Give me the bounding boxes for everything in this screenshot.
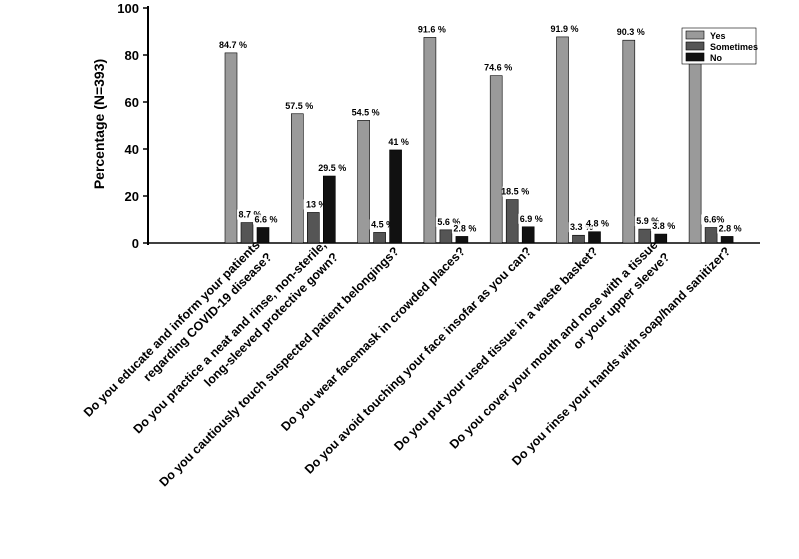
data-label-no-4: 2.8 % [453,223,476,233]
x-category-label-line: Do you avoid touching your face insofar … [302,244,534,476]
bar-yes-4 [423,37,437,244]
bar-sometimes-7 [638,228,652,244]
data-label-sometimes-6: 3.3 % [570,222,593,232]
bar-sometimes-4 [439,229,453,244]
bar-yes-5 [489,75,503,244]
data-label-bg [435,216,462,227]
data-label-bg [237,209,263,220]
data-label-bg [286,100,313,111]
legend-swatch-yes [685,30,705,40]
data-label-yes-7: 90.3 % [617,27,645,37]
data-label-bg [319,163,346,174]
bar-sometimes-2 [306,212,320,244]
data-label-sometimes-3: 4.5 % [371,219,394,229]
bar-no-1 [256,227,270,244]
data-label-sometimes-8: 6.6% [704,214,725,224]
data-label-sometimes-1: 8.7 % [238,210,261,220]
y-tick-label: 40 [125,142,139,157]
x-category-label-7: Do you cover your mouth and nose with a … [447,238,673,464]
data-label-bg [352,107,379,118]
plot-area: 0 20 40 60 80 100 84.7 % 8.7 %6.6 % 57.5 % 13 % 29… [81,1,760,489]
data-label-yes-1: 84.7 % [219,40,247,50]
bar-sometimes-5 [505,199,519,244]
legend-swatch-no [685,52,705,62]
data-label-yes-4: 91.6 % [418,24,446,34]
data-label-bg [701,214,728,225]
data-label-bg [451,223,478,234]
y-tick-label: 0 [132,236,139,251]
bar-no-8 [720,236,734,244]
data-label-bg [418,24,445,35]
data-label-bg [502,186,529,197]
data-label-bg [568,222,595,233]
bar-sometimes-3 [373,232,386,244]
bar-no-2 [322,175,336,244]
data-label-bg [584,218,611,229]
data-label-bg [385,136,412,147]
data-label-bg [303,199,330,210]
y-tick-label: 20 [125,189,139,204]
bar-sometimes-6 [572,234,585,244]
data-label-yes-6: 91.9 % [550,24,578,34]
x-category-label-5: Do you avoid touching your face insofar … [302,244,534,476]
data-label-no-2: 29.5 % [318,163,346,173]
y-tick-label: 80 [125,48,139,63]
bar-yes-6 [556,36,569,244]
bar-no-3 [389,149,402,244]
data-label-bg [650,221,677,232]
data-label-bg [369,219,396,230]
data-label-sometimes-5: 18.5 % [501,187,529,197]
data-label-sometimes-2: 13 % [306,199,327,209]
bar-sometimes-1 [240,222,254,244]
data-label-bg [518,213,545,224]
bar-no-4 [455,236,469,244]
legend-label-sometimes: Sometimes [710,42,758,52]
data-label-no-7: 3.8 % [652,221,675,231]
y-tick-label: 60 [125,95,139,110]
bar-sometimes-8 [704,227,718,244]
bar-no-5 [521,226,535,244]
bar-yes-1 [224,52,238,244]
data-label-bg [220,39,246,50]
data-label-bg [253,214,279,225]
bar-yes-8 [688,39,702,244]
legend-label-yes: Yes [710,31,726,41]
data-label-no-6: 4.8 % [586,219,609,229]
data-label-bg [717,223,744,234]
data-label-bg [617,27,644,38]
bar-no-7 [654,233,668,244]
data-label-sometimes-4: 5.6 % [437,217,460,227]
data-label-bg [485,62,512,73]
data-label-no-5: 6.9 % [520,214,543,224]
data-label-sometimes-7: 5.9 % [636,216,659,226]
data-label-yes-5: 74.6 % [484,63,512,73]
data-label-no-8: 2.8 % [719,223,742,233]
bar-yes-7 [622,39,636,244]
bar-yes-3 [357,120,370,244]
data-label-no-3: 41 % [388,137,409,147]
legend-label-no: No [710,53,722,63]
data-label-yes-3: 54.5 % [352,107,380,117]
y-tick-label: 100 [117,1,139,16]
data-label-yes-2: 57.5 % [285,101,313,111]
data-label-bg [551,23,578,34]
bar-yes-2 [290,113,304,244]
legend-swatch-sometimes [685,41,705,51]
y-axis-label: Percentage (N=393) [91,59,107,189]
data-label-bg [634,216,661,227]
data-label-no-1: 6.6 % [254,214,277,224]
bar-no-6 [588,231,601,244]
